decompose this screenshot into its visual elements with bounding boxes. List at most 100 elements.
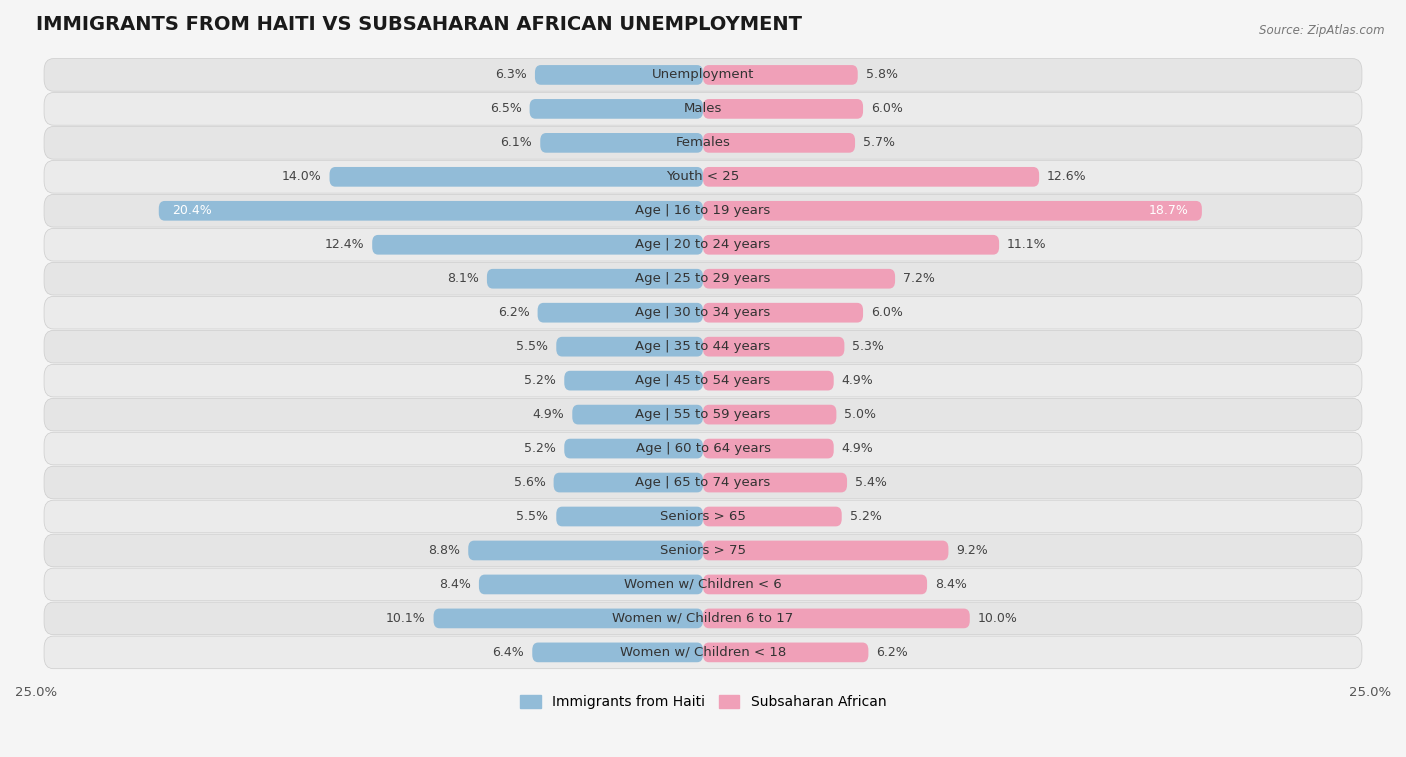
Text: Unemployment: Unemployment bbox=[652, 68, 754, 82]
Text: 6.0%: 6.0% bbox=[872, 102, 903, 115]
FancyBboxPatch shape bbox=[703, 506, 842, 526]
FancyBboxPatch shape bbox=[703, 65, 858, 85]
FancyBboxPatch shape bbox=[44, 398, 1362, 431]
Text: 5.2%: 5.2% bbox=[524, 374, 557, 387]
FancyBboxPatch shape bbox=[44, 297, 1362, 329]
Text: 12.6%: 12.6% bbox=[1047, 170, 1087, 183]
Text: 9.2%: 9.2% bbox=[956, 544, 988, 557]
Text: Age | 20 to 24 years: Age | 20 to 24 years bbox=[636, 238, 770, 251]
FancyBboxPatch shape bbox=[703, 472, 846, 492]
Text: 6.4%: 6.4% bbox=[492, 646, 524, 659]
FancyBboxPatch shape bbox=[44, 569, 1362, 601]
Text: Age | 60 to 64 years: Age | 60 to 64 years bbox=[636, 442, 770, 455]
FancyBboxPatch shape bbox=[703, 337, 845, 357]
Text: 5.2%: 5.2% bbox=[524, 442, 557, 455]
Text: 10.1%: 10.1% bbox=[385, 612, 426, 625]
Legend: Immigrants from Haiti, Subsaharan African: Immigrants from Haiti, Subsaharan Africa… bbox=[515, 690, 891, 715]
FancyBboxPatch shape bbox=[540, 133, 703, 153]
Text: 5.6%: 5.6% bbox=[513, 476, 546, 489]
Text: Seniors > 75: Seniors > 75 bbox=[659, 544, 747, 557]
Text: Women w/ Children < 6: Women w/ Children < 6 bbox=[624, 578, 782, 591]
Text: 6.0%: 6.0% bbox=[872, 306, 903, 319]
Text: 5.8%: 5.8% bbox=[866, 68, 898, 82]
FancyBboxPatch shape bbox=[44, 195, 1362, 227]
Text: 14.0%: 14.0% bbox=[281, 170, 322, 183]
FancyBboxPatch shape bbox=[44, 263, 1362, 295]
Text: 8.4%: 8.4% bbox=[935, 578, 967, 591]
Text: Age | 65 to 74 years: Age | 65 to 74 years bbox=[636, 476, 770, 489]
Text: Age | 30 to 34 years: Age | 30 to 34 years bbox=[636, 306, 770, 319]
FancyBboxPatch shape bbox=[703, 439, 834, 459]
FancyBboxPatch shape bbox=[703, 133, 855, 153]
FancyBboxPatch shape bbox=[44, 160, 1362, 193]
FancyBboxPatch shape bbox=[44, 229, 1362, 261]
Text: IMMIGRANTS FROM HAITI VS SUBSAHARAN AFRICAN UNEMPLOYMENT: IMMIGRANTS FROM HAITI VS SUBSAHARAN AFRI… bbox=[37, 15, 801, 34]
FancyBboxPatch shape bbox=[530, 99, 703, 119]
FancyBboxPatch shape bbox=[703, 269, 896, 288]
Text: 5.4%: 5.4% bbox=[855, 476, 887, 489]
Text: 20.4%: 20.4% bbox=[172, 204, 212, 217]
Text: Women w/ Children < 18: Women w/ Children < 18 bbox=[620, 646, 786, 659]
FancyBboxPatch shape bbox=[44, 466, 1362, 499]
FancyBboxPatch shape bbox=[572, 405, 703, 425]
FancyBboxPatch shape bbox=[44, 126, 1362, 159]
Text: 6.1%: 6.1% bbox=[501, 136, 533, 149]
Text: 6.2%: 6.2% bbox=[876, 646, 908, 659]
Text: Age | 55 to 59 years: Age | 55 to 59 years bbox=[636, 408, 770, 421]
Text: Age | 35 to 44 years: Age | 35 to 44 years bbox=[636, 340, 770, 354]
FancyBboxPatch shape bbox=[479, 575, 703, 594]
FancyBboxPatch shape bbox=[44, 92, 1362, 125]
FancyBboxPatch shape bbox=[537, 303, 703, 322]
Text: 4.9%: 4.9% bbox=[842, 442, 873, 455]
Text: 4.9%: 4.9% bbox=[533, 408, 564, 421]
FancyBboxPatch shape bbox=[433, 609, 703, 628]
Text: 6.3%: 6.3% bbox=[495, 68, 527, 82]
Text: 8.1%: 8.1% bbox=[447, 273, 479, 285]
Text: 5.5%: 5.5% bbox=[516, 340, 548, 354]
FancyBboxPatch shape bbox=[534, 65, 703, 85]
Text: 6.5%: 6.5% bbox=[489, 102, 522, 115]
FancyBboxPatch shape bbox=[468, 540, 703, 560]
Text: Age | 25 to 29 years: Age | 25 to 29 years bbox=[636, 273, 770, 285]
Text: Females: Females bbox=[675, 136, 731, 149]
FancyBboxPatch shape bbox=[44, 364, 1362, 397]
FancyBboxPatch shape bbox=[557, 506, 703, 526]
Text: Youth < 25: Youth < 25 bbox=[666, 170, 740, 183]
FancyBboxPatch shape bbox=[703, 405, 837, 425]
FancyBboxPatch shape bbox=[159, 201, 703, 220]
FancyBboxPatch shape bbox=[703, 235, 1000, 254]
FancyBboxPatch shape bbox=[44, 330, 1362, 363]
Text: 4.9%: 4.9% bbox=[842, 374, 873, 387]
FancyBboxPatch shape bbox=[44, 500, 1362, 533]
FancyBboxPatch shape bbox=[703, 609, 970, 628]
Text: 11.1%: 11.1% bbox=[1007, 238, 1046, 251]
Text: Age | 45 to 54 years: Age | 45 to 54 years bbox=[636, 374, 770, 387]
FancyBboxPatch shape bbox=[557, 337, 703, 357]
Text: 5.0%: 5.0% bbox=[845, 408, 876, 421]
FancyBboxPatch shape bbox=[554, 472, 703, 492]
FancyBboxPatch shape bbox=[703, 371, 834, 391]
Text: 5.2%: 5.2% bbox=[849, 510, 882, 523]
Text: 10.0%: 10.0% bbox=[977, 612, 1018, 625]
FancyBboxPatch shape bbox=[564, 439, 703, 459]
FancyBboxPatch shape bbox=[44, 432, 1362, 465]
Text: 5.3%: 5.3% bbox=[852, 340, 884, 354]
Text: 12.4%: 12.4% bbox=[325, 238, 364, 251]
Text: 5.5%: 5.5% bbox=[516, 510, 548, 523]
FancyBboxPatch shape bbox=[44, 58, 1362, 92]
Text: 5.7%: 5.7% bbox=[863, 136, 896, 149]
FancyBboxPatch shape bbox=[486, 269, 703, 288]
Text: 6.2%: 6.2% bbox=[498, 306, 530, 319]
FancyBboxPatch shape bbox=[703, 540, 949, 560]
FancyBboxPatch shape bbox=[703, 303, 863, 322]
Text: Males: Males bbox=[683, 102, 723, 115]
FancyBboxPatch shape bbox=[703, 201, 1202, 220]
Text: Age | 16 to 19 years: Age | 16 to 19 years bbox=[636, 204, 770, 217]
FancyBboxPatch shape bbox=[44, 602, 1362, 634]
Text: 7.2%: 7.2% bbox=[903, 273, 935, 285]
FancyBboxPatch shape bbox=[533, 643, 703, 662]
FancyBboxPatch shape bbox=[373, 235, 703, 254]
Text: Source: ZipAtlas.com: Source: ZipAtlas.com bbox=[1260, 24, 1385, 37]
Text: 8.4%: 8.4% bbox=[439, 578, 471, 591]
FancyBboxPatch shape bbox=[703, 643, 869, 662]
